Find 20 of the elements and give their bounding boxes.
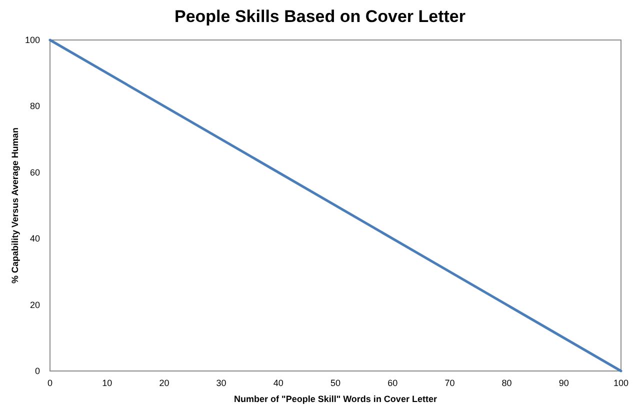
x-tick-label: 100	[613, 378, 629, 388]
x-tick-label: 70	[444, 378, 455, 388]
y-tick-label: 60	[30, 167, 40, 178]
x-axis-title: Number of "People Skill" Words in Cover Letter	[234, 394, 438, 404]
y-tick-label: 100	[24, 35, 40, 45]
y-tick-label: 20	[30, 300, 40, 310]
x-tick-label: 20	[159, 378, 170, 388]
chart-title: People Skills Based on Cover Letter	[174, 7, 466, 26]
x-tick-label: 60	[388, 378, 398, 388]
y-tick-label: 80	[30, 101, 40, 112]
x-tick-label: 0	[47, 378, 53, 388]
x-tick-label: 40	[273, 378, 284, 388]
y-tick-label: 0	[34, 366, 40, 376]
y-tick-label: 40	[30, 234, 40, 244]
x-tick-label: 80	[502, 378, 512, 388]
x-tick-label: 50	[330, 378, 341, 388]
x-tick-label: 10	[102, 378, 112, 388]
x-tick-label: 30	[216, 378, 226, 388]
y-axis-title: % Capability Versus Average Human	[10, 128, 20, 284]
x-tick-label: 90	[558, 378, 569, 388]
